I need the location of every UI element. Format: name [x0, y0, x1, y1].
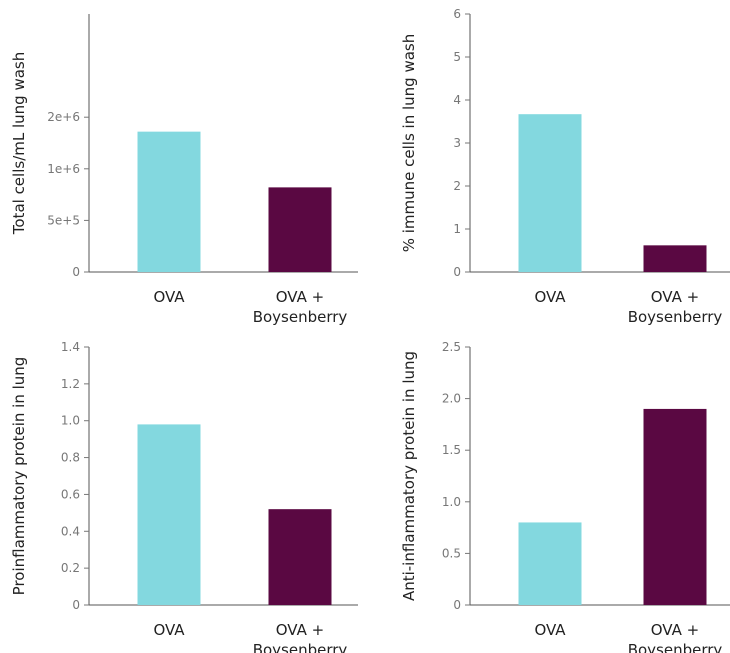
x-category-label: OVA — [153, 288, 185, 306]
chart-panel-1: 0 5e+5 1e+6 2e+6 OVA OVA + Boysenberry Total ce… — [10, 14, 358, 326]
y-tick-label: 0 — [453, 265, 461, 279]
y-tick-label: 1.0 — [61, 414, 80, 428]
y-tick-label: 2 — [453, 179, 461, 193]
bar-ova — [518, 114, 582, 272]
y-tick-label: 4 — [453, 93, 461, 107]
y-tick-label: 0 — [72, 598, 80, 612]
x-category-label: OVA + Boysenberry — [253, 288, 348, 326]
x-category-label: OVA + Boysenberry — [628, 288, 723, 326]
bar-ova — [518, 522, 582, 605]
y-tick-label: 1.2 — [61, 377, 80, 391]
x-category-label: OVA + Boysenberry — [628, 621, 723, 653]
y-tick-label: 1.4 — [61, 340, 80, 354]
y-tick-label: 2.0 — [442, 392, 461, 406]
bar-ova — [137, 424, 201, 605]
bar-ova-boysenberry — [643, 408, 707, 605]
y-axis-title: Total cells/mL lung wash — [10, 52, 28, 235]
y-tick-label: 0.2 — [61, 561, 80, 575]
y-axis-title: % immune cells in lung wash — [400, 34, 418, 253]
y-tick-label: 0.6 — [61, 487, 80, 501]
y-tick-label: 2e+6 — [47, 110, 80, 124]
y-tick-label: 0.4 — [61, 524, 80, 538]
y-tick-label: 1.5 — [442, 443, 461, 457]
y-tick-label: 0.8 — [61, 451, 80, 465]
y-tick-label: 2.5 — [442, 340, 461, 354]
y-tick-label: 1 — [453, 222, 461, 236]
x-category-label: OVA + Boysenberry — [253, 621, 348, 653]
y-axis-title: Proinflammatory protein in lung — [10, 357, 28, 596]
y-tick-label: 1e+6 — [47, 162, 80, 176]
y-tick-label: 6 — [453, 7, 461, 21]
x-category-label: OVA — [534, 288, 566, 306]
y-tick-label: 5 — [453, 50, 461, 64]
y-tick-label: 5e+5 — [47, 213, 80, 227]
y-tick-label: 0 — [453, 598, 461, 612]
chart-panel-4: 0 0.5 1.0 1.5 2.0 2.5 OVA OVA + Boysenberry Anti-… — [400, 340, 730, 653]
chart-panel-2: 0 1 2 3 4 5 6 OVA OVA + Boysenberry % immune cells… — [400, 7, 730, 326]
y-tick-label: 0 — [72, 265, 80, 279]
bar-ova-boysenberry — [643, 245, 707, 272]
bar-ova-boysenberry — [268, 187, 332, 272]
y-tick-label: 1.0 — [442, 495, 461, 509]
y-tick-label: 0.5 — [442, 546, 461, 560]
x-category-label: OVA — [153, 621, 185, 639]
bar-ova — [137, 131, 201, 272]
y-axis-title: Anti-inflammatory protein in lung — [400, 351, 418, 601]
x-category-label: OVA — [534, 621, 566, 639]
chart-panel-3: 0 0.2 0.4 0.6 0.8 1.0 1.2 1.4 OVA OVA + Boysenberr… — [10, 340, 358, 653]
y-tick-label: 3 — [453, 136, 461, 150]
bar-ova-boysenberry — [268, 509, 332, 605]
